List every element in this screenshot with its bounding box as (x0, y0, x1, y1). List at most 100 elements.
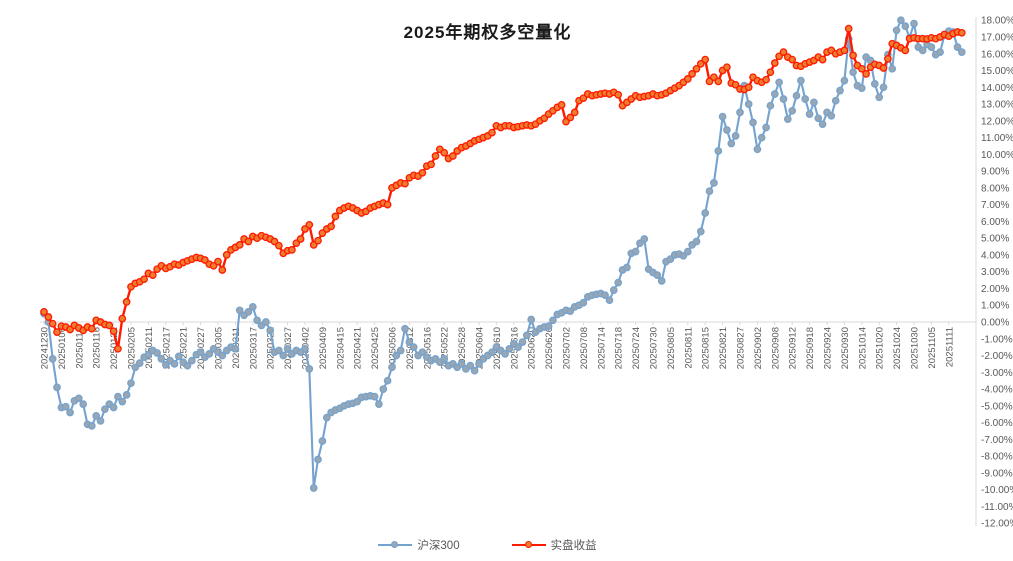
data-point (309, 484, 318, 492)
data-point (879, 64, 888, 72)
data-point (718, 112, 727, 121)
data-point (875, 93, 884, 102)
x-tick-label: 20250924 (823, 327, 834, 369)
data-point (401, 179, 409, 188)
data-point (549, 316, 557, 325)
data-point (122, 391, 131, 399)
series-real-return (40, 24, 966, 353)
data-point (614, 90, 623, 99)
data-point (235, 241, 244, 249)
x-tick-label: 20250321 (266, 327, 277, 369)
x-tick-label: 20250912 (788, 327, 799, 369)
y-tick-label: 3.00% (981, 267, 1009, 278)
x-tick-label: 20250506 (388, 327, 399, 369)
data-point (744, 100, 753, 108)
y-tick-label: 9.00% (981, 167, 1009, 178)
data-point (488, 348, 496, 357)
data-point (810, 98, 818, 107)
data-point (888, 64, 897, 73)
y-tick-label: 4.00% (981, 250, 1009, 261)
x-tick-label: 20250918 (805, 327, 816, 369)
legend-item-csi300: 沪深300 (378, 537, 460, 553)
y-tick-label: 14.00% (981, 83, 1013, 94)
series-csi300 (40, 16, 966, 492)
data-point (805, 110, 814, 118)
csi300-line-marker-icon (378, 540, 413, 550)
x-tick-label: 20250217 (161, 327, 172, 369)
data-point (314, 455, 322, 464)
data-point (188, 356, 196, 365)
data-point (683, 75, 692, 83)
x-tick-label: 20251105 (927, 327, 938, 369)
data-point (892, 26, 901, 35)
data-point (148, 271, 157, 279)
data-point (231, 344, 240, 353)
data-point (714, 77, 723, 86)
data-point (66, 408, 74, 417)
data-point (105, 321, 114, 330)
x-tick-label: 20250317 (248, 327, 259, 369)
y-tick-label: -3.00% (981, 368, 1013, 379)
data-point (114, 392, 122, 401)
data-point (218, 351, 227, 360)
data-point (827, 111, 836, 120)
x-tick-label: 20250805 (666, 327, 677, 369)
data-point (275, 241, 283, 250)
data-point (814, 114, 823, 123)
data-point (505, 344, 514, 353)
data-point (501, 350, 509, 358)
data-point (557, 101, 566, 109)
data-point (475, 360, 483, 368)
data-point (322, 413, 331, 422)
data-point (114, 344, 122, 353)
data-point (936, 48, 944, 56)
data-point (427, 160, 435, 169)
data-point (897, 16, 905, 25)
data-point (222, 251, 231, 259)
data-point (783, 115, 792, 123)
legend-item-real-return: 实盘收益 (511, 537, 597, 553)
y-tick-label: 5.00% (981, 234, 1009, 245)
data-point (205, 350, 214, 358)
data-point (418, 348, 427, 357)
y-tick-label: 6.00% (981, 217, 1009, 228)
data-point (457, 360, 466, 368)
data-point (170, 360, 179, 368)
data-point (314, 236, 322, 245)
data-point (53, 328, 61, 336)
data-point (288, 246, 296, 254)
data-point (44, 313, 53, 321)
data-point (762, 75, 770, 84)
data-point (48, 319, 57, 328)
data-point (61, 402, 70, 411)
x-tick-label: 20250811 (683, 327, 694, 369)
data-point (770, 59, 779, 67)
data-point (518, 338, 527, 346)
y-tick-label: 18.00% (981, 16, 1013, 27)
y-tick-label: -7.00% (981, 435, 1013, 446)
x-tick-label: 20250110 (74, 327, 85, 369)
data-point (731, 132, 740, 140)
x-tick-label: 20250415 (335, 327, 346, 369)
x-tick-label: 20250902 (753, 327, 764, 369)
x-tick-label: 20250827 (736, 327, 747, 369)
data-point (609, 286, 618, 294)
data-point (244, 237, 253, 246)
x-tick-label: 20250421 (353, 327, 364, 369)
x-tick-label: 20241230 (40, 327, 51, 369)
data-point (797, 76, 805, 85)
y-tick-label: -1.00% (981, 334, 1013, 345)
data-point (253, 316, 261, 325)
data-point (736, 108, 744, 117)
data-point (623, 263, 631, 272)
data-point (396, 346, 405, 355)
data-point (696, 227, 705, 236)
y-tick-label: 11.00% (981, 133, 1013, 144)
data-point (440, 148, 449, 157)
x-tick-label: 20250227 (196, 327, 207, 369)
data-point (379, 385, 388, 393)
x-tick-label: 20250730 (649, 327, 660, 369)
data-point (157, 355, 166, 363)
y-tick-label: 12.00% (981, 116, 1013, 127)
data-point (766, 101, 775, 110)
